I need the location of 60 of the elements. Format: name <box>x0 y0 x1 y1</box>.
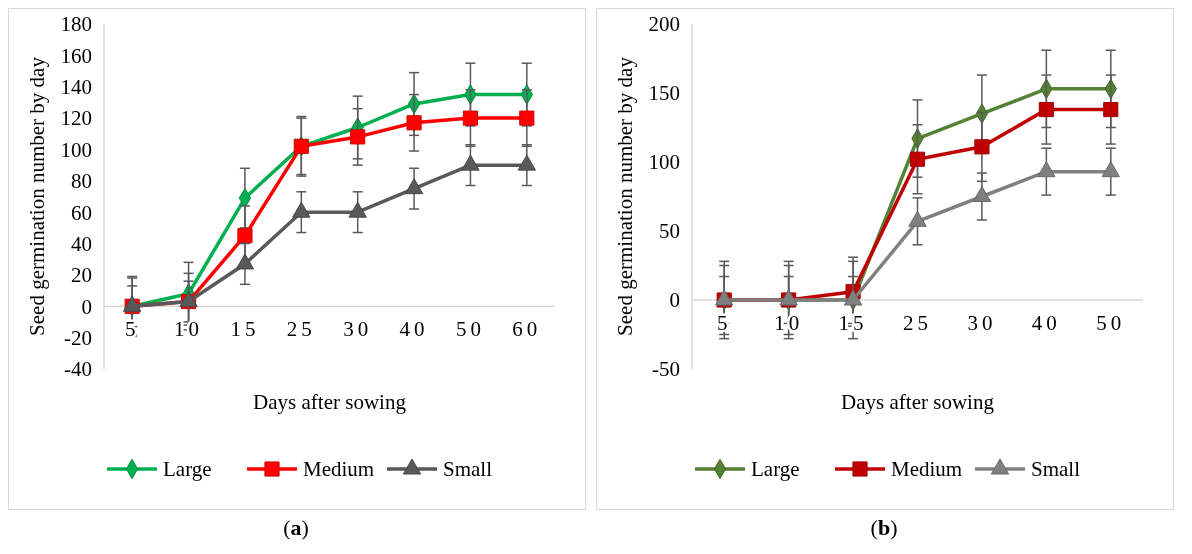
point <box>350 129 366 145</box>
point <box>348 201 367 218</box>
point <box>1103 101 1119 118</box>
x-tick-label: 40 <box>399 317 429 342</box>
legend-label: Medium <box>303 457 375 482</box>
point <box>406 115 422 131</box>
x-tick-label: 30 <box>967 311 997 335</box>
y-tick-label: 180 <box>60 12 92 37</box>
y-tick-label: 0 <box>669 288 680 313</box>
point <box>1038 101 1054 118</box>
legend-label: Small <box>1031 457 1081 482</box>
y-tick-label: -40 <box>64 357 92 382</box>
point <box>292 201 311 218</box>
legend-label: Large <box>163 457 212 482</box>
y-tick-label: 200 <box>648 12 680 37</box>
legend-label: Large <box>751 457 800 482</box>
point <box>908 210 927 227</box>
point <box>909 151 926 167</box>
x-tick-label: 15 <box>230 317 260 342</box>
y-tick-label: 0 <box>81 294 92 319</box>
legend-label: Small <box>443 457 493 482</box>
y-axis-title: Seed germination number by day <box>25 56 50 336</box>
y-tick-label: 150 <box>648 81 680 106</box>
x-tick-label: 40 <box>1031 311 1061 335</box>
y-tick-label: 100 <box>648 150 680 175</box>
point <box>1037 161 1056 178</box>
x-tick-label: 15 <box>838 311 868 335</box>
x-tick-label: 25 <box>903 311 932 335</box>
x-tick-label: 25 <box>286 317 316 342</box>
x-tick-label: 10 <box>174 317 204 342</box>
point <box>235 253 255 270</box>
legend-label: Medium <box>891 457 963 482</box>
y-tick-label: 140 <box>60 75 92 100</box>
x-tick-label: 30 <box>343 317 373 342</box>
point <box>972 186 992 202</box>
y-tick-label: -20 <box>64 325 92 350</box>
point <box>843 289 863 306</box>
point <box>974 139 990 155</box>
y-tick-label: 50 <box>659 219 680 244</box>
x-tick-label: 50 <box>455 317 485 342</box>
y-tick-label: 80 <box>71 169 92 194</box>
text: (b) <box>869 514 899 542</box>
y-tick-label: 120 <box>60 106 92 131</box>
x-axis-title: Days after sowing <box>253 390 407 414</box>
point <box>237 228 253 244</box>
y-tick-label: 160 <box>60 43 92 68</box>
point <box>519 110 535 126</box>
x-axis-title: Days after sowing <box>841 390 995 414</box>
y-tick-label: 60 <box>71 200 92 225</box>
y-tick-label: 100 <box>60 137 92 162</box>
point <box>404 178 424 195</box>
y-tick-label: 20 <box>71 263 92 288</box>
point <box>1101 161 1120 178</box>
y-tick-label: -50 <box>652 357 680 382</box>
y-axis-title: Seed germination number by day <box>613 56 638 336</box>
text: (a) <box>282 514 310 542</box>
x-tick-label: 50 <box>1096 311 1126 335</box>
y-tick-label: 40 <box>71 231 92 256</box>
point <box>462 110 479 126</box>
x-tick-label: 60 <box>512 317 542 342</box>
